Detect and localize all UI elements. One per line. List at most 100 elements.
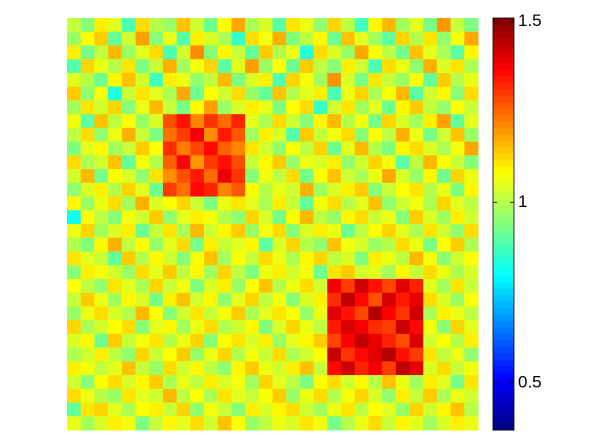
cell [245,292,260,307]
cell [162,210,178,225]
cell [409,127,424,143]
colorbar-swatch [493,56,514,64]
cell [176,388,191,404]
cell [121,347,136,362]
cell [286,31,301,46]
cell [341,18,356,33]
cell [354,100,369,115]
cell [162,182,178,198]
cell [464,18,479,33]
cell [94,265,109,280]
cell [67,416,82,431]
cell [423,265,438,280]
cell [382,141,397,156]
cell [272,182,287,198]
cell [245,155,260,170]
cell [341,224,356,239]
cell [149,59,164,74]
cell [108,320,123,335]
cell [327,169,342,184]
cell [272,86,287,101]
cell [121,402,136,417]
cell [190,141,205,156]
cell [162,31,178,46]
cell [464,45,479,60]
cell [80,265,95,280]
cell [176,127,191,143]
cell [80,333,95,349]
cell [299,375,315,390]
cell [108,59,123,74]
cell [94,375,109,390]
cell [354,416,369,431]
cell [354,278,369,294]
cell [231,292,246,307]
cell [108,361,123,376]
cell [245,59,260,74]
cell [121,182,136,198]
cell [354,114,369,129]
cell [299,237,315,252]
colorbar-swatch [493,249,514,257]
cell [354,333,369,349]
cell [245,72,260,88]
cell [409,169,424,184]
cell [217,196,232,211]
cell [231,320,246,335]
cell [149,237,164,252]
cell [204,306,219,321]
cell [94,237,109,252]
cell [94,141,109,156]
cell [231,127,246,143]
cell [409,141,424,156]
cell [450,333,465,349]
cell [108,375,123,390]
cell [190,45,205,60]
cell [313,292,328,307]
cell [272,251,287,266]
cell [108,196,123,211]
cell [204,72,219,88]
cell [299,278,315,294]
colorbar-swatch [493,185,514,193]
cell [80,196,95,211]
cell [299,306,315,321]
colorbar-swatch [493,37,514,45]
cell [176,265,191,280]
cell [341,59,356,74]
cell [313,347,328,362]
cell [94,320,109,335]
cell [341,292,356,307]
cell [108,237,123,252]
cell [135,224,150,239]
cell [409,416,424,431]
colorbar-swatch [493,140,514,148]
cell [217,375,232,390]
cell [423,388,438,404]
cell [67,18,82,33]
colorbar-swatch [493,384,514,392]
cell [409,333,424,349]
cell [121,59,136,74]
cell [423,31,438,46]
cell [286,224,301,239]
cell [162,375,178,390]
cell [94,210,109,225]
cell [149,251,164,266]
cell [368,127,383,143]
cell [299,45,315,60]
cell [94,127,109,143]
cell [176,72,191,88]
cell [436,210,452,225]
cell [368,265,383,280]
cell [176,155,191,170]
cell [395,237,410,252]
cell [299,86,315,101]
cell [231,224,246,239]
cell [464,347,479,362]
cell [286,292,301,307]
cell [423,416,438,431]
cell [368,100,383,115]
cell [313,18,328,33]
